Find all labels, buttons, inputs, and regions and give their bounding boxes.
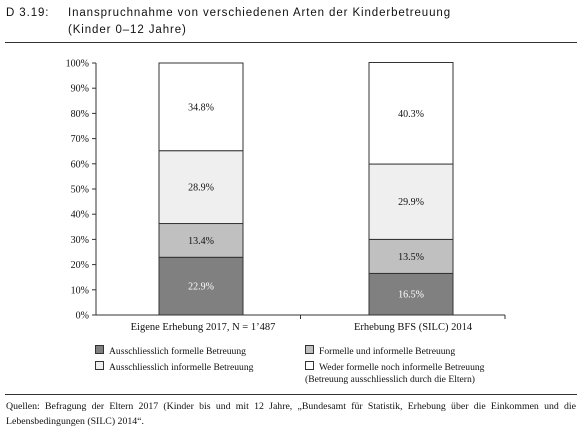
figure-subtitle: (Kinder 0–12 Jahre) — [68, 24, 187, 36]
y-tick-label-7: 70% — [71, 134, 89, 145]
y-tick-label-4: 40% — [71, 210, 89, 221]
sources-note: Quellen: Befragung der Eltern 2017 (Kind… — [6, 401, 576, 427]
legend-label-1: Formelle und informelle Betreuung — [319, 346, 456, 357]
data-label-0-1: 13.4% — [188, 236, 214, 247]
bar-segment-0-1 — [158, 223, 244, 258]
legend-swatch-2 — [95, 361, 104, 370]
bar-segment-1-0 — [368, 272, 454, 316]
data-label-1-2: 29.9% — [398, 197, 424, 208]
x-category-label-1: Erhebung BFS (SILC) 2014 — [354, 322, 473, 333]
figure-number: D 3.19: — [6, 7, 50, 19]
bar-segment-0-2 — [158, 150, 244, 225]
legend-label-2: Ausschliesslich informelle Betreuung — [109, 362, 254, 373]
stacked-bar-chart: 0% 10% 20% 30% 40% 50% 60% 70% 80% 90% 100% 22.9% 13… — [66, 59, 506, 333]
legend-item-0: Ausschliesslich formelle Betreuung — [95, 345, 246, 358]
legend-label-0: Ausschliesslich formelle Betreuung — [109, 346, 246, 357]
bar-segment-0-3 — [158, 62, 244, 152]
data-label-1-0: 16.5% — [398, 290, 424, 301]
y-tick-label-3: 30% — [71, 235, 89, 246]
bar-segment-0-0 — [158, 256, 244, 316]
y-tick-label-10: 100% — [66, 59, 89, 70]
data-label-0-2: 28.9% — [188, 183, 214, 194]
legend-item-3: Weder formelle noch informelle Betreuung… — [305, 361, 484, 386]
legend-swatch-0 — [95, 345, 104, 354]
bottom-rule — [5, 394, 577, 395]
legend-swatch-3 — [305, 361, 314, 370]
top-rule — [5, 42, 577, 43]
y-tick-label-2: 20% — [71, 260, 89, 271]
legend-swatch-1 — [305, 345, 314, 354]
figure-title-text: Inanspruchnahme von verschiedenen Arten … — [68, 7, 451, 19]
data-label-0-3: 34.8% — [188, 102, 214, 113]
y-tick-label-1: 10% — [71, 285, 89, 296]
figure-title: D 3.19: Inanspruchnahme von verschiedenen… — [6, 5, 451, 39]
legend-item-1: Formelle und informelle Betreuung — [305, 345, 455, 358]
y-tick-label-9: 90% — [71, 84, 89, 95]
y-tick-label-6: 60% — [71, 159, 89, 170]
data-label-1-3: 40.3% — [398, 109, 424, 120]
data-label-1-1: 13.5% — [398, 252, 424, 263]
legend-item-2: Ausschliesslich informelle Betreuung — [95, 361, 253, 374]
x-category-label-0: Eigene Erhebung 2017, N = 1’487 — [131, 322, 276, 333]
y-tick-label-5: 50% — [71, 185, 89, 196]
bar-segment-1-2 — [368, 163, 454, 240]
legend-label-3: Weder formelle noch informelle Betreuung… — [305, 362, 485, 385]
y-tick-label-0: 0% — [76, 311, 89, 322]
bar-segment-1-3 — [368, 61, 454, 165]
data-label-0-0: 22.9% — [188, 282, 214, 293]
y-tick-label-8: 80% — [71, 109, 89, 120]
